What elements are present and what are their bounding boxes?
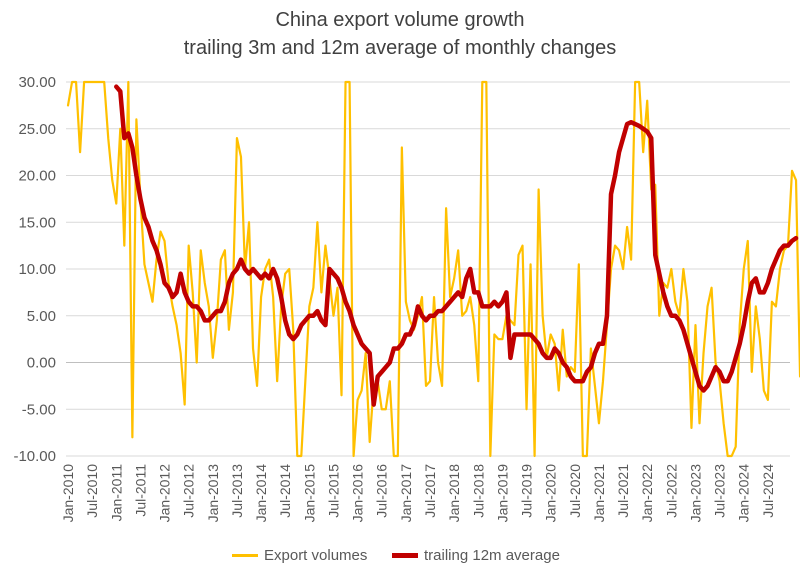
x-tick-label: Jul-2015 [325,464,341,518]
x-tick-label: Jan-2019 [494,464,510,523]
x-tick-label: Jan-2011 [108,464,124,522]
x-tick-label: Jan-2014 [253,464,269,523]
x-tick-label: Jul-2019 [519,464,535,518]
legend-swatch-export-volumes [232,554,258,557]
legend: Export volumes trailing 12m average [0,547,800,569]
x-tick-label: Jul-2024 [760,464,776,518]
y-tick-label: -10.00 [13,448,56,465]
x-tick-label: Jan-2012 [157,464,173,523]
x-tick-label: Jan-2021 [591,464,607,523]
x-tick-label: Jul-2014 [277,464,293,518]
series-lines [66,80,800,458]
x-tick-label: Jul-2022 [663,464,679,518]
x-tick-label: Jul-2013 [229,464,245,518]
x-tick-label: Jul-2023 [712,464,728,518]
chart-subtitle: trailing 3m and 12m average of monthly c… [183,37,617,59]
x-tick-label: Jul-2021 [615,464,631,518]
y-tick-label: 15.00 [18,214,56,231]
legend-label-trailing-12m-average: trailing 12m average [424,547,560,564]
y-tick-label: 20.00 [18,168,56,185]
x-tick-label: Jul-2020 [567,464,583,518]
x-tick-label: Jan-2015 [301,464,317,523]
x-tick-label: Jan-2017 [398,464,414,523]
x-tick-label: Jan-2018 [446,464,462,523]
legend-label-export-volumes: Export volumes [264,547,368,564]
y-tick-label: -5.00 [22,401,56,418]
x-tick-label: Jan-2022 [639,464,655,523]
y-tick-label: 0.00 [27,355,56,372]
x-tick-label: Jan-2023 [687,464,703,523]
series-line-export-volumes [66,80,800,458]
y-axis-tick-labels: -10.00 -5.00 0.00 5.00 10.00 15.00 20.00 25.00 3… [13,74,56,465]
x-tick-label: Jul-2018 [470,464,486,518]
y-tick-label: 5.00 [27,308,56,325]
chart-title: China export volume growth [275,9,525,31]
legend-swatch-trailing-12m-average [392,553,418,558]
x-tick-label: Jan-2024 [736,464,752,523]
legend-item-trailing-12m-average: trailing 12m average [392,547,560,564]
x-tick-label: Jul-2017 [422,464,438,518]
x-tick-label: Jul-2010 [84,464,100,518]
x-tick-label: Jul-2012 [181,464,197,518]
x-tick-label: Jul-2011 [132,464,148,517]
x-tick-label: Jan-2010 [60,464,76,523]
gridlines [66,81,790,457]
x-axis-tick-labels: Jan-2010 Jul-2010 Jan-2011 Jul-2011 Jan-2012… [60,464,776,523]
x-tick-label: Jul-2016 [374,464,390,518]
x-tick-label: Jan-2020 [543,464,559,523]
y-tick-label: 25.00 [18,121,56,138]
x-tick-label: Jan-2016 [350,464,366,523]
legend-item-export-volumes: Export volumes [232,547,367,564]
x-tick-label: Jan-2013 [205,464,221,523]
y-tick-label: 10.00 [18,261,56,278]
series-line-trailing-12m-average [114,84,799,407]
y-tick-label: 30.00 [18,74,56,91]
